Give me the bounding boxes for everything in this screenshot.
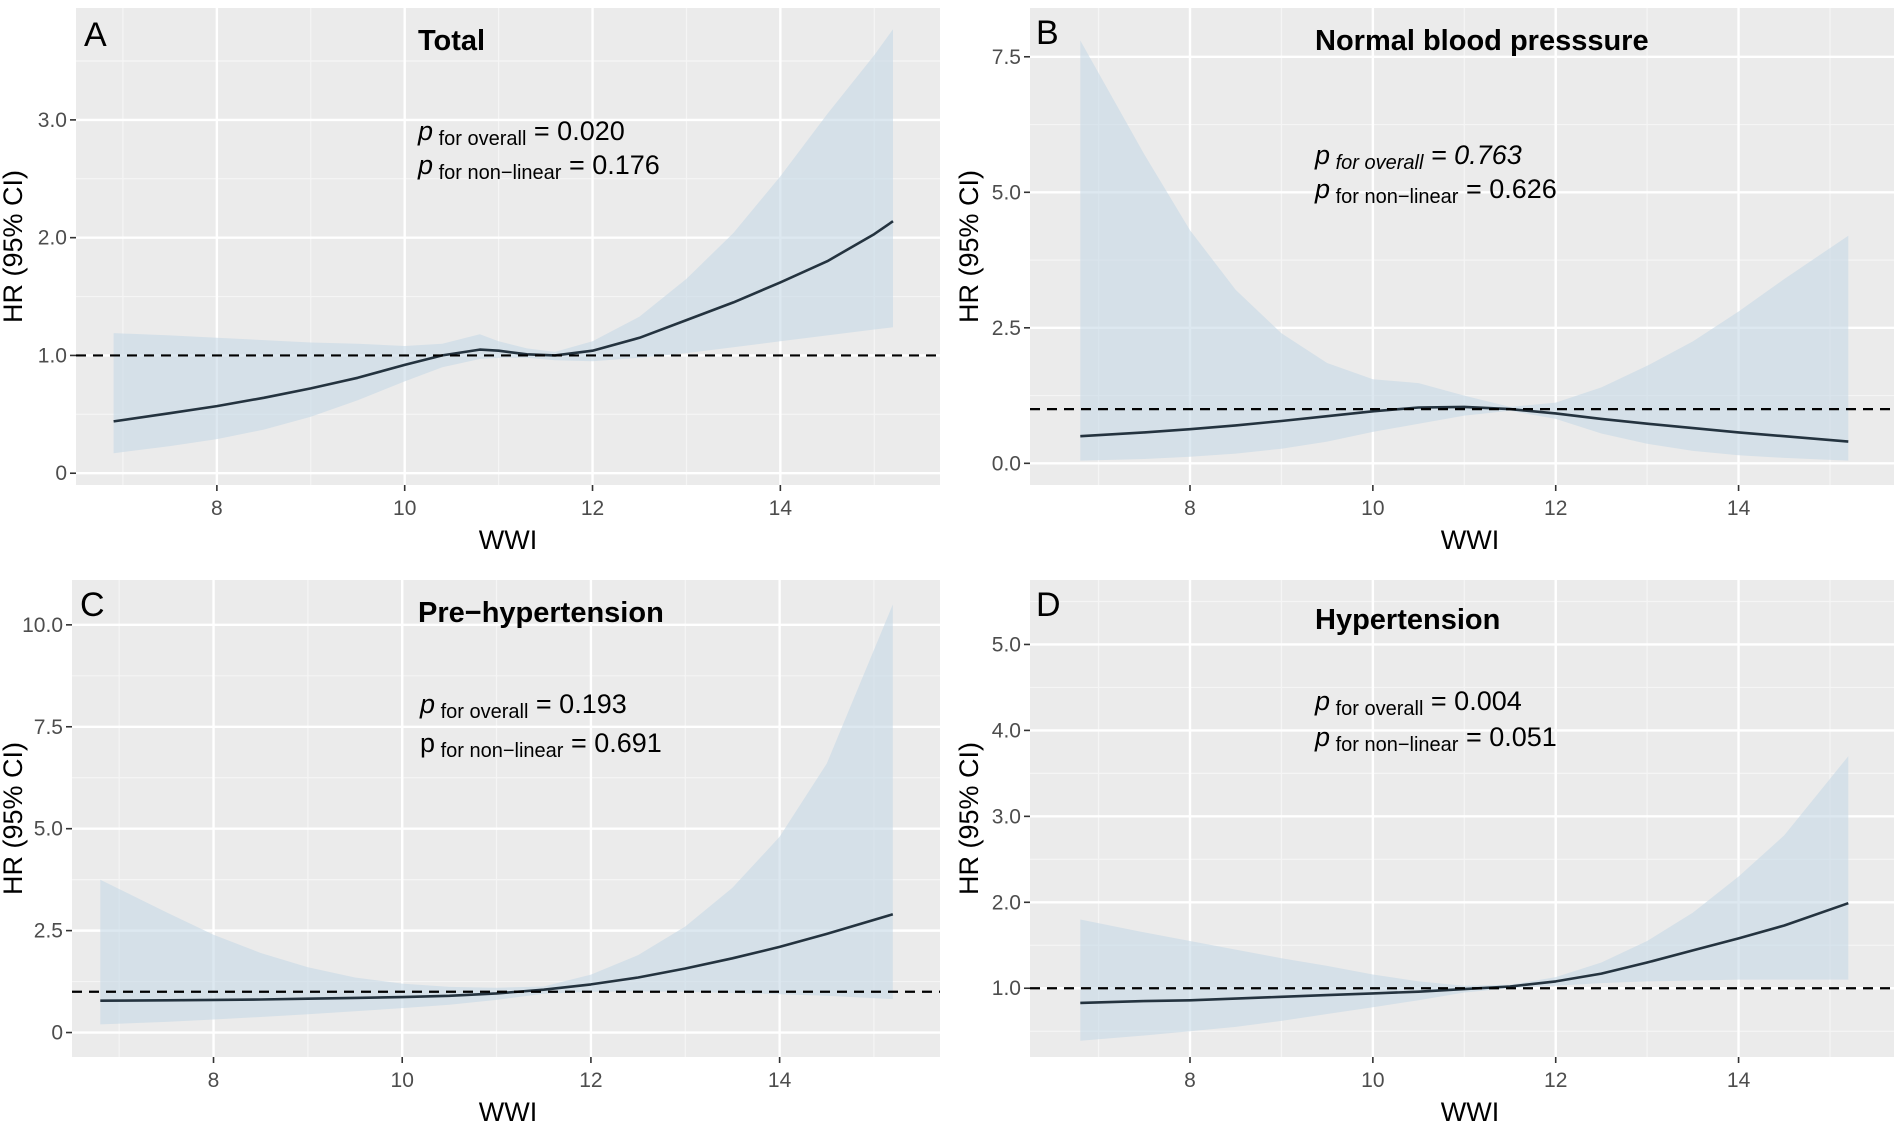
confidence-band bbox=[1080, 756, 1849, 1041]
stat-overall-d: p for overall = 0.004 bbox=[1314, 686, 1522, 720]
x-tick-label: 14 bbox=[769, 497, 793, 520]
y-axis-title: HR (95% CI) bbox=[0, 742, 28, 895]
panel-d: 1.0 2.0 3.0 4.0 5.0 8 10 12 14 WWI HR (95% CI) D H… bbox=[954, 580, 1894, 1127]
panel-b: 0.0 2.5 5.0 7.5 8 10 12 14 WWI HR (95% CI) B Norm… bbox=[954, 8, 1894, 555]
x-tick-label: 8 bbox=[1184, 497, 1196, 520]
x-tick-label: 12 bbox=[579, 1069, 602, 1092]
y-tick-label: 1.0 bbox=[38, 344, 67, 367]
y-tick-label: 4.0 bbox=[992, 719, 1021, 742]
p-value: = 0.626 bbox=[1458, 174, 1556, 204]
panel-c: 0 2.5 5.0 7.5 10.0 8 10 12 14 WWI HR (95% CI) C Pr… bbox=[0, 580, 940, 1127]
plot-area-a: 0 1.0 2.0 3.0 8 10 12 14 WWI HR (95% CI) bbox=[0, 8, 940, 555]
p-subscript: for non−linear bbox=[1330, 186, 1459, 208]
panel-letter-b: B bbox=[1036, 14, 1059, 52]
x-tick-label: 12 bbox=[1544, 1069, 1567, 1092]
x-tick-label: 10 bbox=[391, 1069, 414, 1092]
y-tick-label: 5.0 bbox=[992, 181, 1021, 204]
stat-nonlinear-a: p for non−linear = 0.176 bbox=[417, 150, 660, 184]
stat-overall-a: p for overall = 0.020 bbox=[417, 116, 625, 150]
x-axis-title: WWI bbox=[1441, 525, 1499, 555]
y-tick-label: 2.5 bbox=[34, 920, 63, 943]
confidence-band bbox=[100, 604, 893, 1025]
panel-letter-c: C bbox=[80, 586, 105, 624]
y-axis-title: HR (95% CI) bbox=[0, 170, 28, 323]
p-symbol: p bbox=[419, 689, 435, 719]
p-value: = 0.176 bbox=[561, 150, 659, 180]
hr-curve bbox=[100, 913, 894, 1002]
p-subscript: for non−linear bbox=[435, 740, 564, 762]
p-symbol: p bbox=[1314, 722, 1330, 752]
p-symbol: p bbox=[1314, 140, 1330, 170]
p-subscript: for overall bbox=[1330, 152, 1424, 174]
x-tick-label: 12 bbox=[581, 497, 604, 520]
plot-area-c: 0 2.5 5.0 7.5 10.0 8 10 12 14 WWI HR (95% CI) bbox=[0, 580, 940, 1127]
x-tick-label: 10 bbox=[1361, 1069, 1384, 1092]
p-symbol: p bbox=[1314, 174, 1330, 204]
y-tick-label: 5.0 bbox=[992, 633, 1021, 656]
y-tick-label: 5.0 bbox=[34, 818, 63, 841]
p-subscript: for overall bbox=[1330, 698, 1423, 720]
x-tick-label: 8 bbox=[1184, 1069, 1196, 1092]
panel-title-a: Total bbox=[418, 25, 485, 57]
p-symbol: p bbox=[420, 728, 435, 758]
y-tick-label: 2.0 bbox=[38, 227, 67, 250]
p-value: = 0.691 bbox=[563, 728, 661, 758]
y-tick-label: 0.0 bbox=[992, 452, 1021, 475]
p-subscript: for non−linear bbox=[433, 162, 562, 184]
panel-title-d: Hypertension bbox=[1315, 604, 1500, 636]
x-tick-label: 10 bbox=[1361, 497, 1384, 520]
p-symbol: p bbox=[417, 116, 433, 146]
p-value: = 0.020 bbox=[526, 116, 624, 146]
x-tick-label: 8 bbox=[211, 497, 223, 520]
x-tick-label: 14 bbox=[1727, 497, 1751, 520]
hr-curve bbox=[1080, 405, 1849, 443]
y-tick-label: 7.5 bbox=[992, 46, 1021, 69]
x-axis-title: WWI bbox=[1441, 1097, 1499, 1127]
x-tick-label: 10 bbox=[393, 497, 416, 520]
panel-letter-d: D bbox=[1036, 586, 1061, 624]
p-value: = 0.004 bbox=[1423, 686, 1521, 716]
p-symbol: p bbox=[417, 150, 433, 180]
stat-nonlinear-d: p for non−linear = 0.051 bbox=[1314, 722, 1557, 756]
y-tick-label: 7.5 bbox=[34, 716, 63, 739]
panel-title-b: Normal blood presssure bbox=[1315, 25, 1649, 57]
x-tick-label: 8 bbox=[208, 1069, 220, 1092]
y-axis-title: HR (95% CI) bbox=[954, 170, 984, 323]
x-axis-title: WWI bbox=[479, 1097, 537, 1127]
stat-overall-b: p for overall = 0.763 bbox=[1314, 140, 1522, 174]
panel-letter-a: A bbox=[84, 16, 107, 54]
stat-nonlinear-b: p for non−linear = 0.626 bbox=[1314, 174, 1557, 208]
p-value: = 0.193 bbox=[528, 689, 626, 719]
p-value: = 0.051 bbox=[1458, 722, 1556, 752]
y-tick-label: 2.5 bbox=[992, 317, 1021, 340]
plot-area-d: 1.0 2.0 3.0 4.0 5.0 8 10 12 14 WWI HR (95% CI) bbox=[954, 580, 1894, 1127]
p-subscript: for non−linear bbox=[1330, 734, 1459, 756]
y-tick-label: 3.0 bbox=[38, 109, 67, 132]
y-tick-label: 0 bbox=[55, 462, 67, 485]
y-tick-label: 2.0 bbox=[992, 891, 1021, 914]
stat-overall-c: p for overall = 0.193 bbox=[419, 689, 627, 723]
confidence-band bbox=[113, 29, 894, 454]
p-subscript: for overall bbox=[435, 701, 528, 723]
x-tick-label: 14 bbox=[768, 1069, 792, 1092]
y-axis-title: HR (95% CI) bbox=[954, 742, 984, 895]
y-tick-label: 0 bbox=[51, 1022, 63, 1045]
panel-title-c: Pre−hypertension bbox=[418, 597, 664, 629]
stat-nonlinear-c: p for non−linear = 0.691 bbox=[420, 728, 662, 762]
hr-curve bbox=[113, 220, 894, 423]
p-subscript: for overall bbox=[433, 128, 526, 150]
p-symbol: p bbox=[1314, 686, 1330, 716]
confidence-band bbox=[1080, 40, 1849, 461]
plot-area-b: 0.0 2.5 5.0 7.5 8 10 12 14 WWI HR (95% CI) bbox=[954, 8, 1894, 555]
p-value: = 0.763 bbox=[1423, 140, 1521, 170]
y-tick-label: 3.0 bbox=[992, 805, 1021, 828]
x-axis-title: WWI bbox=[479, 525, 537, 555]
x-tick-label: 12 bbox=[1544, 497, 1567, 520]
y-tick-label: 10.0 bbox=[22, 614, 63, 637]
x-tick-label: 14 bbox=[1727, 1069, 1751, 1092]
y-tick-label: 1.0 bbox=[992, 977, 1021, 1000]
